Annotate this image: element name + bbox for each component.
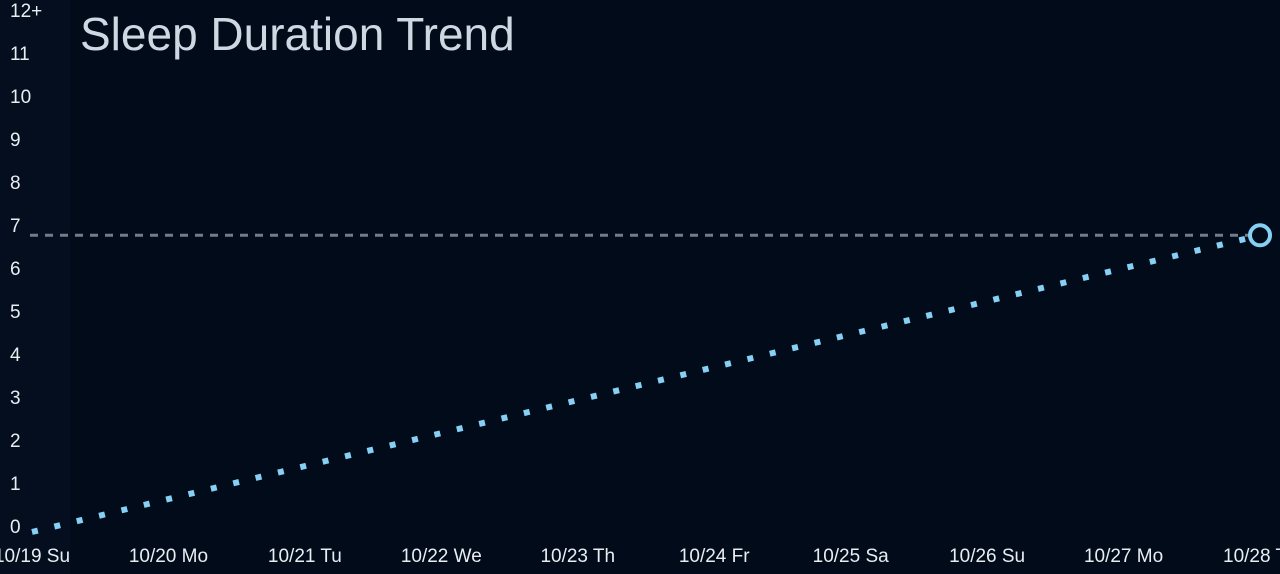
x-tick-label: 10/26 Su	[949, 546, 1025, 567]
y-tick-label: 8	[10, 173, 21, 194]
x-tick-label: 10/21 Tu	[268, 546, 342, 567]
y-tick-label: 10	[10, 87, 31, 108]
x-tick-label: 10/20 Mo	[129, 546, 208, 567]
x-tick-label: 10/22 We	[401, 546, 482, 567]
axis-band	[0, 0, 70, 574]
y-tick-label: 9	[10, 130, 21, 151]
chart-title: Sleep Duration Trend	[80, 8, 515, 60]
y-tick-label: 7	[10, 216, 21, 237]
trend-line	[31, 232, 1261, 535]
x-tick-label: 10/24 Fr	[679, 546, 750, 567]
y-tick-label: 3	[10, 388, 21, 409]
y-tick-label: 0	[10, 517, 21, 538]
y-tick-label: 6	[10, 259, 21, 280]
y-tick-label: 4	[10, 345, 21, 366]
x-tick-label: 10/27 Mo	[1084, 546, 1163, 567]
end-point	[1248, 223, 1272, 248]
y-tick-label: 5	[10, 302, 21, 323]
y-tick-label: 12+	[10, 1, 42, 22]
x-tick-label: 10/25 Sa	[813, 546, 889, 567]
x-tick-label: 10/23 Th	[540, 546, 615, 567]
x-tick-label: 10/19 Su	[0, 546, 70, 567]
y-tick-label: 11	[10, 44, 30, 65]
y-tick-label: 2	[10, 431, 21, 452]
y-tick-label: 1	[10, 474, 21, 495]
x-tick-label: 10/28 Tu	[1223, 546, 1280, 567]
